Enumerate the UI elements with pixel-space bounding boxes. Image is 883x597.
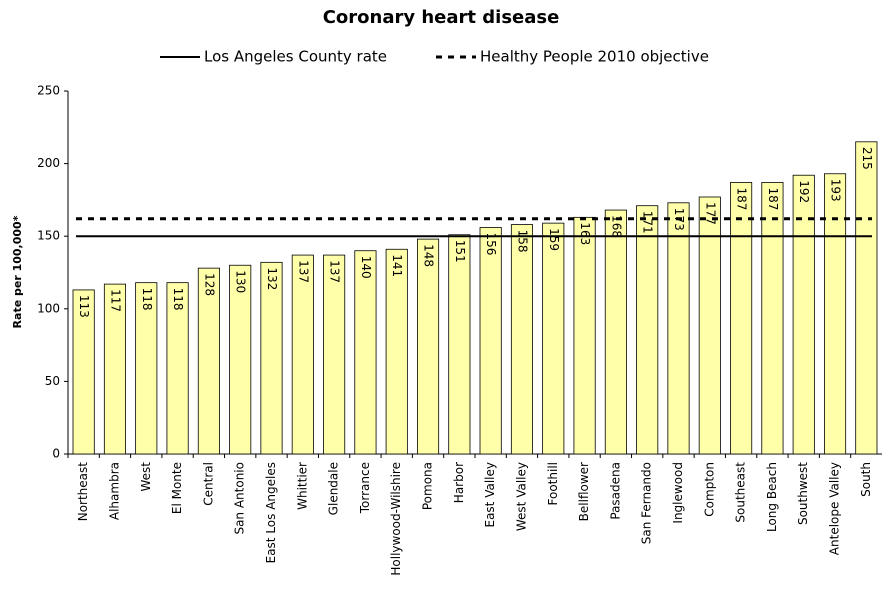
chart-title: Coronary heart disease	[323, 7, 560, 28]
x-tick-label: San Antonio	[233, 462, 247, 535]
x-tick-label: Northeast	[76, 462, 90, 522]
value-label: 118	[140, 288, 154, 311]
bar	[573, 216, 596, 455]
y-tick-label: 250	[37, 84, 60, 98]
bar	[323, 254, 346, 455]
value-label: 117	[108, 289, 122, 312]
x-tick-label: Long Beach	[765, 462, 779, 532]
x-tick-label: Central	[201, 462, 215, 506]
bar	[448, 234, 471, 455]
x-tick-label: Alhambra	[107, 462, 121, 520]
x-tick-label: Southeast	[734, 462, 748, 523]
x-tick-label: Whittier	[295, 462, 309, 510]
x-tick-label: West	[139, 462, 153, 492]
value-label: 192	[797, 180, 811, 203]
value-label: 156	[484, 232, 498, 255]
x-tick-label: Pasadena	[608, 462, 622, 520]
bar	[72, 289, 95, 455]
value-label: 171	[641, 211, 655, 234]
value-label: 137	[296, 260, 310, 283]
bar	[604, 209, 627, 455]
y-tick-label: 150	[37, 229, 60, 243]
bar	[479, 227, 502, 455]
value-label: 177	[703, 202, 717, 225]
value-label: 215	[860, 147, 874, 170]
bar	[416, 238, 440, 455]
bar	[792, 174, 815, 455]
value-label: 148	[422, 244, 436, 267]
value-label: 193	[829, 179, 843, 202]
value-label: 141	[390, 254, 404, 277]
y-tick-label: 50	[45, 374, 60, 388]
bar	[291, 254, 314, 455]
value-label: 132	[265, 267, 279, 290]
y-tick-label: 200	[37, 156, 60, 170]
bar	[385, 248, 408, 455]
bar	[260, 261, 283, 455]
value-label: 118	[171, 288, 185, 311]
value-label: 187	[766, 187, 780, 210]
x-tick-label: San Fernando	[640, 462, 654, 544]
bar	[667, 202, 690, 455]
bar	[542, 222, 565, 455]
value-label: 163	[578, 222, 592, 245]
x-tick-label: Glendale	[327, 462, 341, 515]
value-label: 128	[202, 273, 216, 296]
value-label: 158	[515, 230, 529, 253]
bar	[197, 267, 220, 455]
bar	[229, 264, 252, 455]
value-label: 159	[547, 228, 561, 251]
x-tick-label: Hollywood-Wilshire	[389, 462, 403, 576]
x-tick-label: Compton	[702, 462, 716, 517]
bar	[166, 282, 189, 455]
x-tick-label: South	[859, 462, 873, 497]
bar	[135, 282, 158, 455]
x-tick-label: East Valley	[483, 462, 497, 528]
x-tick-label: Inglewood	[671, 462, 685, 524]
x-tick-label: Antelope Valley	[828, 462, 842, 555]
x-tick-label: East Los Angeles	[264, 462, 278, 563]
value-label: 168	[609, 215, 623, 238]
value-label: 151	[453, 240, 467, 263]
x-tick-label: Southwest	[796, 462, 810, 525]
bar	[636, 205, 659, 455]
legend-label: Los Angeles County rate	[204, 48, 387, 66]
legend-label: Healthy People 2010 objective	[480, 48, 709, 66]
value-label: 113	[77, 295, 91, 318]
value-label: 140	[359, 256, 373, 279]
bar	[761, 182, 784, 455]
bar	[354, 250, 377, 455]
x-tick-label: West Valley	[514, 462, 528, 531]
value-label: 130	[234, 270, 248, 293]
x-tick-label: Pomona	[421, 462, 435, 510]
y-axis-label: Rate per 100,000*	[11, 215, 24, 328]
x-tick-label: Foothill	[546, 462, 560, 505]
x-tick-label: El Monte	[170, 462, 184, 514]
bar	[698, 196, 721, 455]
y-tick-label: 0	[52, 447, 60, 461]
x-tick-label: Harbor	[452, 462, 466, 503]
bar	[510, 224, 534, 455]
bar	[103, 283, 127, 455]
x-tick-label: Torrance	[358, 462, 372, 514]
y-tick-label: 100	[37, 301, 60, 315]
value-label: 187	[735, 187, 749, 210]
bar	[823, 173, 847, 455]
bar	[855, 141, 878, 455]
x-tick-label: Bellflower	[577, 462, 591, 521]
value-label: 137	[328, 260, 342, 283]
bar	[730, 182, 753, 455]
